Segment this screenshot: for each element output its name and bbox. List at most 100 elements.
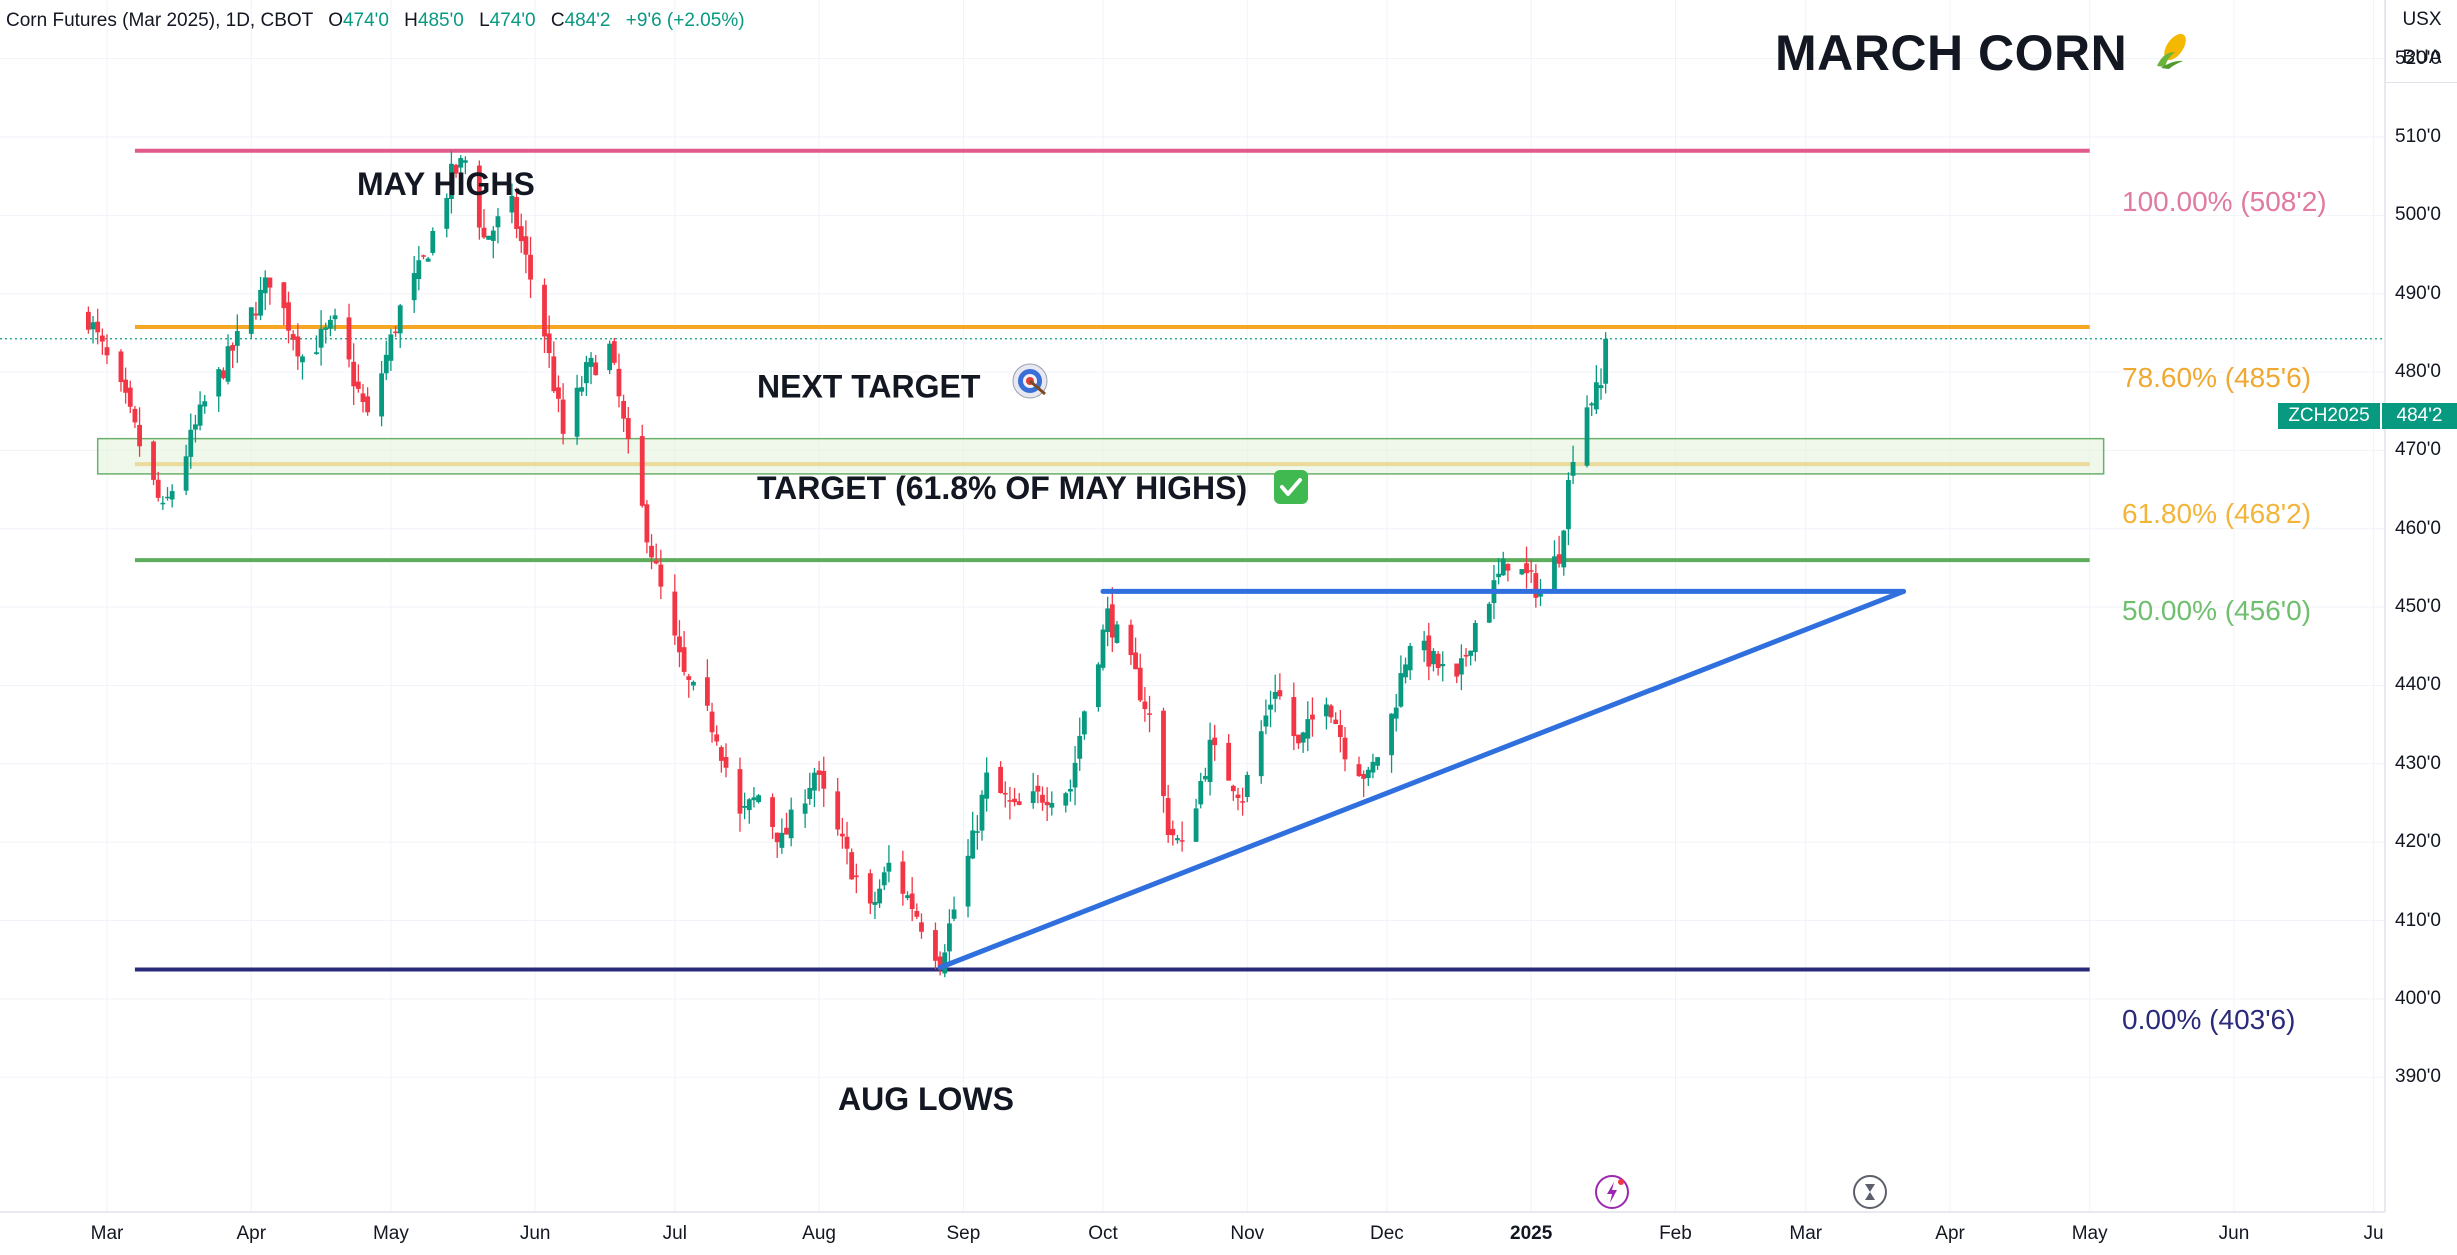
price-tick-label: 480'0 bbox=[2395, 361, 2441, 383]
candle-body bbox=[1230, 785, 1236, 792]
aug-lows-label: AUG LOWS bbox=[838, 1081, 1014, 1117]
candle-body bbox=[355, 381, 361, 389]
currency-label: USX bbox=[2402, 9, 2442, 30]
ascending-trendline bbox=[937, 588, 1907, 971]
candle-body bbox=[1463, 654, 1469, 657]
candle-body bbox=[486, 235, 492, 240]
candle-body bbox=[807, 787, 813, 800]
candle-body bbox=[1002, 792, 1008, 795]
candle-body bbox=[234, 331, 240, 346]
next-target-annotation: NEXT TARGET bbox=[757, 363, 1049, 412]
replay-icon[interactable] bbox=[1853, 1175, 1887, 1209]
target-annotation: TARGET (61.8% OF MAY HIGHS) bbox=[757, 469, 1309, 508]
candle-body bbox=[672, 591, 678, 636]
candle-body bbox=[686, 676, 692, 680]
candle-body bbox=[346, 317, 352, 360]
candle-body bbox=[360, 393, 366, 402]
candle-body bbox=[746, 799, 752, 811]
candle-body bbox=[388, 334, 394, 361]
symbol-header[interactable]: Corn Futures (Mar 2025), 1D, CBOT O474'0… bbox=[6, 10, 745, 32]
candle-body bbox=[644, 504, 650, 543]
candle-body bbox=[99, 335, 105, 342]
candle-body bbox=[933, 930, 938, 961]
price-tick-label: 460'0 bbox=[2395, 517, 2441, 539]
time-tick-label: Apr bbox=[1935, 1223, 1965, 1244]
candle-body bbox=[937, 956, 943, 970]
low-value: 474'0 bbox=[489, 10, 536, 31]
candle-body bbox=[1165, 798, 1171, 836]
candle-body bbox=[788, 809, 794, 839]
candle-body bbox=[165, 496, 170, 499]
candle-body bbox=[625, 418, 631, 439]
candle-body bbox=[1100, 629, 1106, 668]
candle-body bbox=[1077, 736, 1083, 759]
candle-body bbox=[262, 277, 268, 294]
fib-786-label: 78.60% (485'6) bbox=[2122, 362, 2312, 393]
candle-body bbox=[849, 852, 855, 880]
candle-body bbox=[258, 289, 263, 316]
candle-body bbox=[421, 255, 426, 257]
candle-body bbox=[444, 198, 450, 229]
time-tick-label: Jun bbox=[2218, 1223, 2250, 1244]
candle-body bbox=[1137, 667, 1143, 701]
candle-body bbox=[1458, 658, 1464, 675]
lightning-icon[interactable] bbox=[1595, 1175, 1629, 1209]
candle-body bbox=[160, 502, 166, 505]
candle-body bbox=[253, 313, 259, 316]
candle-body bbox=[1356, 764, 1362, 777]
candle-body bbox=[1328, 705, 1334, 718]
candle-body bbox=[947, 923, 952, 952]
time-tick-label: Jun bbox=[519, 1223, 551, 1244]
candle-body bbox=[1561, 530, 1567, 568]
candle-body bbox=[323, 327, 329, 330]
chart-title-text: MARCH CORN bbox=[1775, 25, 2128, 81]
price-tick-label: 520'0 bbox=[2395, 47, 2441, 69]
candle-body bbox=[416, 260, 422, 280]
candle-body bbox=[835, 791, 841, 830]
price-tick-label: 430'0 bbox=[2395, 752, 2441, 774]
candle-body bbox=[1500, 558, 1506, 576]
candle-body bbox=[1179, 840, 1185, 842]
fib-100-label: 100.00% (508'2) bbox=[2122, 186, 2327, 217]
candle-body bbox=[1310, 714, 1315, 720]
candle-body bbox=[616, 368, 622, 397]
candle-body bbox=[1105, 608, 1111, 632]
candle-body bbox=[607, 343, 613, 371]
candle-body bbox=[1202, 775, 1208, 780]
candle-body bbox=[90, 322, 96, 330]
candle-body bbox=[998, 766, 1004, 794]
candle-body bbox=[1291, 697, 1297, 737]
fib-0-label: 0.00% (403'6) bbox=[2122, 1004, 2296, 1035]
close-label: C bbox=[550, 10, 565, 31]
time-tick-label: Sep bbox=[946, 1223, 981, 1244]
candle-body bbox=[1556, 554, 1562, 564]
candle-body bbox=[509, 195, 515, 213]
time-tick-label: Ju bbox=[2363, 1223, 2384, 1244]
candle-body bbox=[1528, 570, 1534, 572]
candle-body bbox=[1389, 713, 1394, 756]
candle-body bbox=[1128, 624, 1134, 656]
candle-body bbox=[1063, 793, 1069, 806]
currency-unit-box[interactable]: USX BUA bbox=[2385, 0, 2457, 83]
candle-body bbox=[737, 769, 743, 814]
candle-body bbox=[197, 404, 203, 426]
time-tick-label: Dec bbox=[1370, 1223, 1404, 1244]
candle-body bbox=[127, 387, 133, 407]
price-tick-label: 500'0 bbox=[2395, 204, 2441, 226]
symbol-price-tag: ZCH2025 bbox=[2278, 403, 2380, 429]
candle-body bbox=[821, 770, 827, 789]
candle-body bbox=[155, 479, 161, 498]
candle-body bbox=[1593, 382, 1599, 410]
change-value: +9'6 (+2.05%) bbox=[625, 10, 745, 31]
candle-body bbox=[1175, 838, 1180, 841]
candle-body bbox=[411, 273, 417, 301]
unit-label: BUA bbox=[2402, 47, 2442, 68]
candle-body bbox=[1244, 774, 1250, 797]
candle-body bbox=[458, 158, 464, 168]
time-tick-label: Feb bbox=[1659, 1223, 1692, 1244]
candle-body bbox=[872, 901, 878, 905]
candle-body bbox=[1337, 725, 1343, 738]
candle-body bbox=[1161, 710, 1166, 797]
time-tick-label: Mar bbox=[1789, 1223, 1823, 1244]
